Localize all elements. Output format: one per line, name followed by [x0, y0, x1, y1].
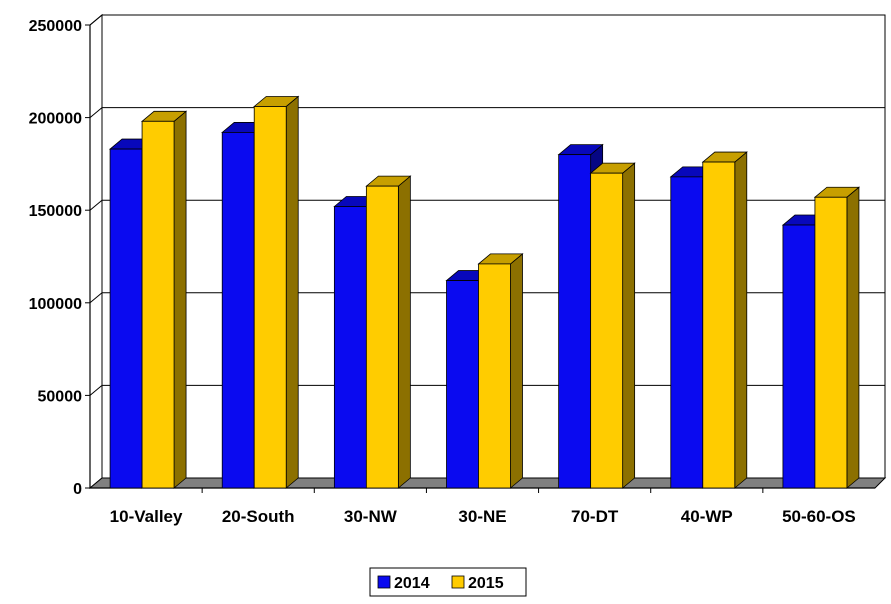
y-tick-label: 250000 — [29, 18, 82, 35]
bars — [108, 95, 861, 489]
bar-front-face — [446, 280, 479, 489]
bar-front-face — [782, 224, 816, 489]
bar-side-face — [846, 186, 860, 489]
x-tick-label: 20-South — [222, 507, 295, 526]
bar-front-face — [109, 148, 143, 489]
bar-front-face — [670, 176, 704, 489]
bar-side-face — [285, 95, 299, 489]
bar-side-face — [622, 162, 636, 489]
bar-side-face — [173, 110, 187, 489]
legend-label: 2014 — [394, 575, 430, 592]
bar-front-face — [333, 206, 367, 489]
legend-swatch — [377, 575, 391, 589]
gridline-side — [89, 385, 103, 396]
bar-front-face — [365, 185, 399, 489]
bar-side-face — [397, 175, 411, 489]
legend-box — [369, 567, 527, 597]
bar-2015-30-NW — [365, 175, 412, 489]
y-tick-label: 150000 — [29, 203, 82, 220]
bar-side-face — [734, 151, 748, 489]
y-tick-label: 0 — [73, 481, 82, 498]
bar-front-face — [253, 106, 287, 489]
bar-side-face — [510, 253, 523, 489]
side-wall — [89, 13, 103, 490]
bar-front-face — [814, 196, 848, 489]
bar-2015-40-WP — [701, 151, 748, 489]
x-tick-label: 30-NE — [458, 507, 506, 526]
gridline-side — [89, 292, 103, 304]
gridline-side — [89, 14, 103, 26]
gridline-side — [89, 107, 103, 118]
bar-front-face — [478, 263, 511, 489]
y-tick-label: 50000 — [38, 388, 83, 405]
x-tick-label: 70-DT — [571, 507, 619, 526]
legend-label: 2015 — [468, 575, 504, 592]
x-tick-label: 30-NW — [344, 507, 398, 526]
x-tick-label: 40-WP — [681, 507, 733, 526]
bar-2015-70-DT — [589, 162, 636, 489]
legend: 2014 2015 — [369, 567, 527, 597]
bar-front-face — [590, 172, 624, 489]
tick-labels: 0 50000 100000 150000 200000 250000 10-Valley 2… — [29, 18, 856, 526]
y-tick-label: 200000 — [29, 111, 82, 128]
bar-2015-10-Valley — [140, 110, 188, 489]
bar-2015-50-60-OS — [813, 186, 861, 489]
x-tick-label: 10-Valley — [110, 507, 183, 526]
bar-2015-30-NE — [477, 253, 524, 489]
bar-front-face — [221, 132, 255, 489]
legend-swatch — [451, 575, 465, 589]
bar-front-face — [558, 154, 592, 489]
bar-2015-20-South — [253, 95, 300, 489]
y-tick-label: 100000 — [29, 296, 82, 313]
x-tick-label: 50-60-OS — [782, 507, 856, 526]
gridline-side — [89, 199, 103, 211]
bar-front-face — [702, 161, 736, 489]
bar-front-face — [141, 120, 175, 489]
